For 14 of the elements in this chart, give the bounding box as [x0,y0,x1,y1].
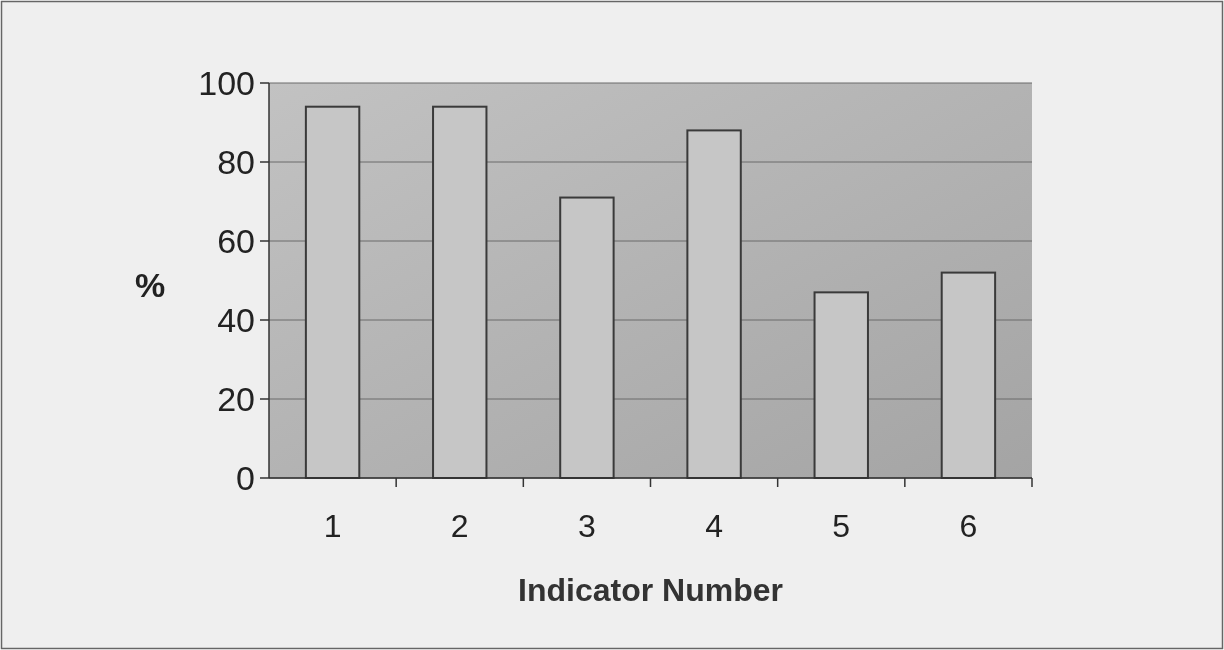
y-tick-label: 80 [217,143,255,181]
x-tick-label: 3 [578,508,596,544]
x-tick-label: 6 [959,508,978,544]
x-tick-label: 1 [323,508,342,544]
y-tick-label: 40 [217,301,255,339]
y-axis-title: % [134,266,166,304]
y-tick-label: 0 [236,459,255,497]
x-tick-label: 5 [832,508,851,544]
x-axis-title: Indicator Number [518,572,783,608]
x-tick-label: 4 [705,508,723,544]
x-tick-label: 2 [450,508,469,544]
y-tick-label: 20 [217,380,255,418]
y-tick-label: 60 [217,222,255,260]
y-tick-label: 100 [198,64,255,102]
